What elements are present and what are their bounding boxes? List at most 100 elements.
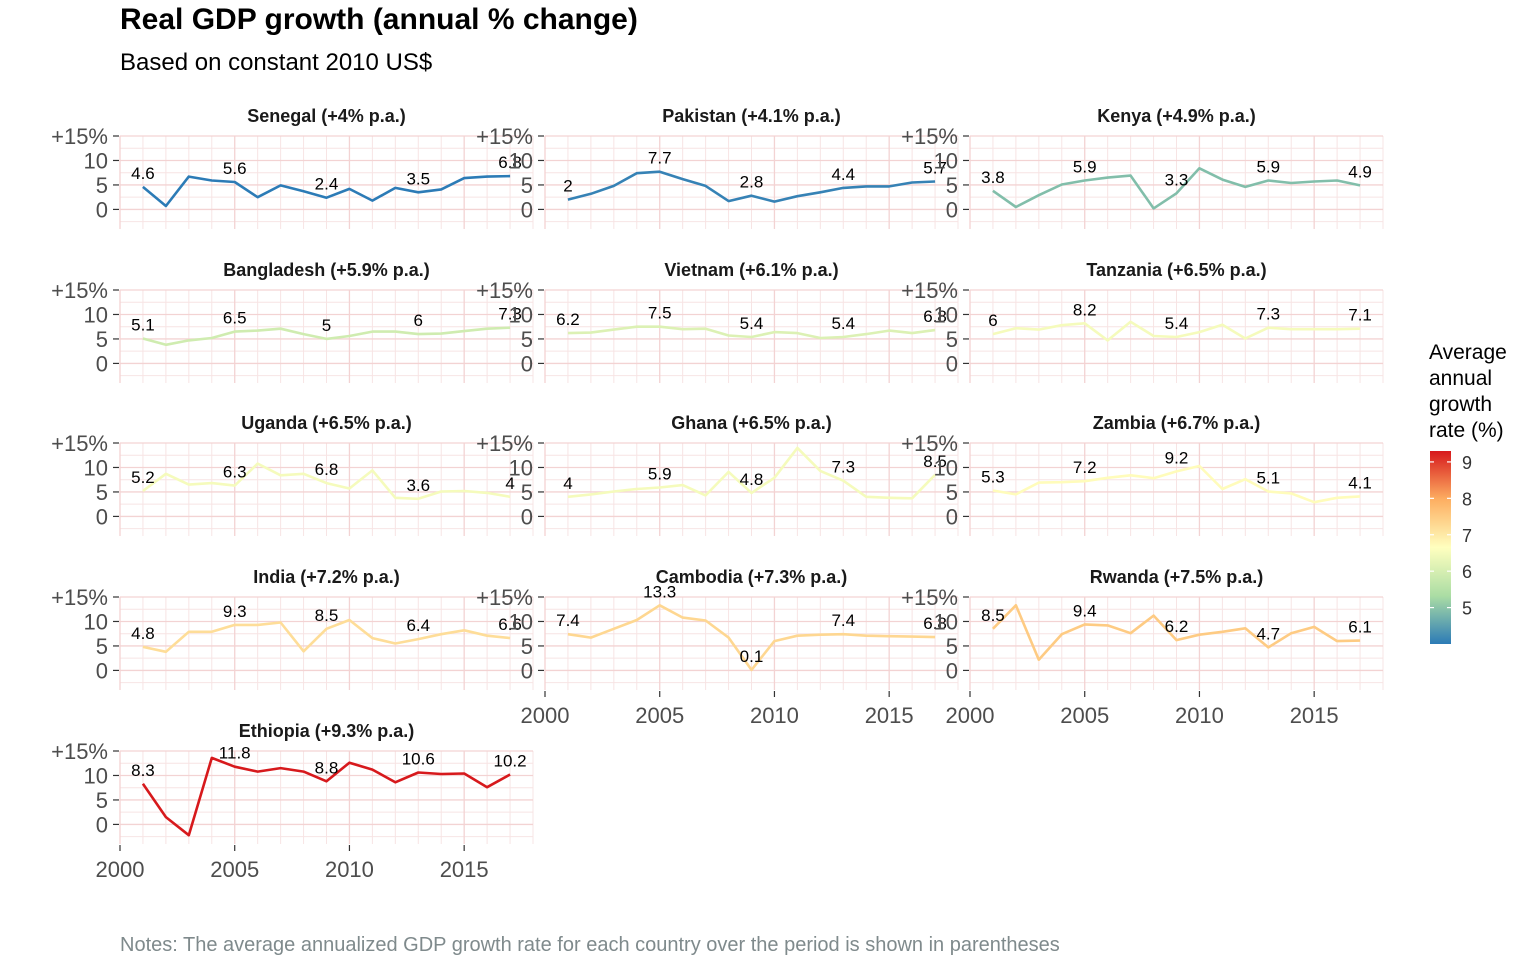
series-line <box>141 756 511 837</box>
data-label: 4.9 <box>1348 162 1372 181</box>
y-tick-label: 10 <box>84 148 108 173</box>
data-label: 6.3 <box>223 463 247 482</box>
y-tick-label: 5 <box>521 173 533 198</box>
chart-subtitle: Based on constant 2010 US$ <box>120 49 432 76</box>
color-legend: Average annual growth rate (%) 9 8 7 6 5 <box>1429 341 1507 644</box>
x-tick-label: 2010 <box>750 703 799 728</box>
y-tick-label: +15% <box>901 585 958 610</box>
y-tick-label: 0 <box>96 658 108 683</box>
data-label: 5.3 <box>981 467 1005 486</box>
data-label: 6.1 <box>1348 618 1372 637</box>
y-tick-label: 5 <box>96 173 108 198</box>
facet-title: Rwanda (+7.5% p.a.) <box>1090 567 1264 587</box>
data-label: 7.4 <box>831 611 855 630</box>
y-tick-label: 0 <box>521 351 533 376</box>
x-tick-label: 2010 <box>1175 703 1224 728</box>
data-label: 6.6 <box>498 615 522 634</box>
legend-title-line: rate (%) <box>1429 419 1504 442</box>
legend-tick-label: 9 <box>1462 453 1472 473</box>
data-label: 0.1 <box>740 647 764 666</box>
series-line <box>567 170 936 203</box>
series-line <box>142 174 511 208</box>
y-tick-label: +15% <box>51 278 108 303</box>
y-tick-label: 10 <box>934 609 958 634</box>
data-label: 4 <box>505 474 514 493</box>
y-tick-label: 10 <box>509 302 533 327</box>
data-label: 5 <box>322 316 331 335</box>
y-tick-label: 0 <box>96 812 108 837</box>
data-label: 5.1 <box>131 315 155 334</box>
series-line <box>142 326 511 347</box>
y-tick-label: +15% <box>51 124 108 149</box>
facet-title: Tanzania (+6.5% p.a.) <box>1086 260 1266 280</box>
y-tick-label: 10 <box>84 763 108 788</box>
chart-note: Notes: The average annualized GDP growth… <box>120 934 1060 956</box>
facet-title: Pakistan (+4.1% p.a.) <box>662 106 841 126</box>
y-tick-label: 10 <box>84 609 108 634</box>
y-tick-label: 5 <box>96 788 108 813</box>
y-tick-label: 0 <box>946 351 958 376</box>
data-label: 8.5 <box>981 606 1005 625</box>
y-tick-label: 10 <box>509 455 533 480</box>
facet-title: Senegal (+4% p.a.) <box>247 106 406 126</box>
data-label: 9.4 <box>1073 601 1097 620</box>
x-tick-label: 2005 <box>1060 703 1109 728</box>
y-tick-label: 10 <box>84 302 108 327</box>
y-tick-label: 0 <box>96 504 108 529</box>
y-tick-label: 0 <box>521 504 533 529</box>
y-tick-label: 5 <box>946 634 958 659</box>
y-tick-label: 0 <box>521 658 533 683</box>
x-tick-label: 2000 <box>946 703 995 728</box>
x-tick-label: 2000 <box>96 857 145 882</box>
data-label: 6.4 <box>406 616 430 635</box>
data-label: 5.4 <box>831 314 855 333</box>
facet-title: Bangladesh (+5.9% p.a.) <box>223 260 430 280</box>
legend-tick-label: 5 <box>1462 599 1472 619</box>
series-line <box>142 618 511 654</box>
legend-tick-label: 6 <box>1462 562 1472 582</box>
data-label: 8.2 <box>1073 300 1097 319</box>
legend-title-line: growth <box>1429 393 1492 416</box>
x-tick-label: 2015 <box>440 857 489 882</box>
legend-tick-label: 7 <box>1462 526 1472 546</box>
facet-title: India (+7.2% p.a.) <box>253 567 400 587</box>
data-label: 3.5 <box>406 169 430 188</box>
y-tick-label: 0 <box>946 658 958 683</box>
data-label: 6.8 <box>315 460 339 479</box>
data-label: 4.8 <box>740 470 764 489</box>
data-label: 8.5 <box>315 606 339 625</box>
data-label: 9.2 <box>1165 448 1189 467</box>
data-label: 9.3 <box>223 602 247 621</box>
data-label: 6 <box>414 311 423 330</box>
data-label: 4.8 <box>131 624 155 643</box>
y-tick-label: +15% <box>476 431 533 456</box>
data-label: 5.2 <box>131 468 155 487</box>
legend-colorbar <box>1430 451 1451 644</box>
data-label: 4.1 <box>1348 473 1372 492</box>
y-tick-label: +15% <box>901 431 958 456</box>
data-label: 4.7 <box>1256 624 1280 643</box>
data-label: 5.6 <box>223 159 247 178</box>
facet-title: Cambodia (+7.3% p.a.) <box>656 567 848 587</box>
data-label: 10.6 <box>402 750 435 769</box>
y-tick-label: 10 <box>934 455 958 480</box>
series-line <box>567 604 936 672</box>
y-tick-label: 5 <box>946 173 958 198</box>
y-tick-label: 5 <box>96 634 108 659</box>
facet-title: Vietnam (+6.1% p.a.) <box>664 260 838 280</box>
facet-title: Ethiopia (+9.3% p.a.) <box>239 721 415 741</box>
legend-tick-label: 8 <box>1462 489 1472 509</box>
data-label: 6.8 <box>923 307 947 326</box>
data-label: 4.6 <box>131 164 155 183</box>
data-label: 7.3 <box>498 305 522 324</box>
facet-title: Uganda (+6.5% p.a.) <box>241 413 412 433</box>
y-tick-label: 0 <box>946 197 958 222</box>
y-tick-label: 10 <box>934 148 958 173</box>
y-tick-label: 5 <box>521 634 533 659</box>
data-label: 6.2 <box>556 310 580 329</box>
data-label: 7.3 <box>1256 305 1280 324</box>
